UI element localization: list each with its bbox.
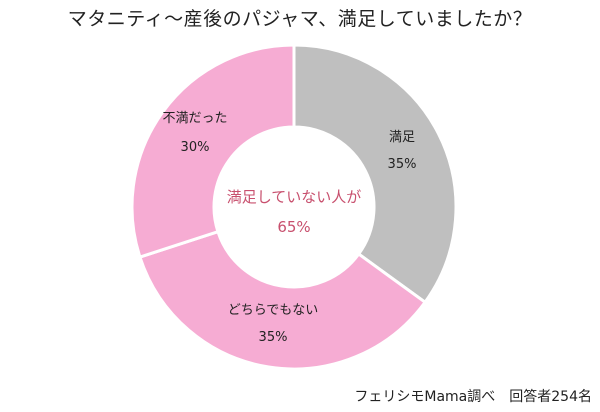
donut-slice <box>130 43 296 259</box>
donut-slice <box>292 43 458 305</box>
slice-label: どちらでもない <box>228 303 319 318</box>
slice-value-label: 35% <box>259 330 288 345</box>
donut-slice <box>138 229 428 371</box>
center-annotation-line2: 65% <box>277 218 310 236</box>
source-note: フェリシモMama調べ 回答者254名 <box>354 389 592 405</box>
slice-label: 満足 <box>389 130 415 145</box>
slice-labels: 満足 35% どちらでもない 35% 不満だった 30% <box>162 111 416 345</box>
slice-value-label: 30% <box>181 140 210 155</box>
center-annotation: 満足していない人が 65% <box>227 188 362 236</box>
donut-slices <box>130 43 458 371</box>
slice-label: 不満だった <box>162 111 227 126</box>
slice-value-label: 35% <box>388 157 417 172</box>
chart-title: マタニティ～産後のパジャマ、満足していましたか？ <box>67 8 533 30</box>
center-annotation-line1: 満足していない人が <box>227 188 362 206</box>
